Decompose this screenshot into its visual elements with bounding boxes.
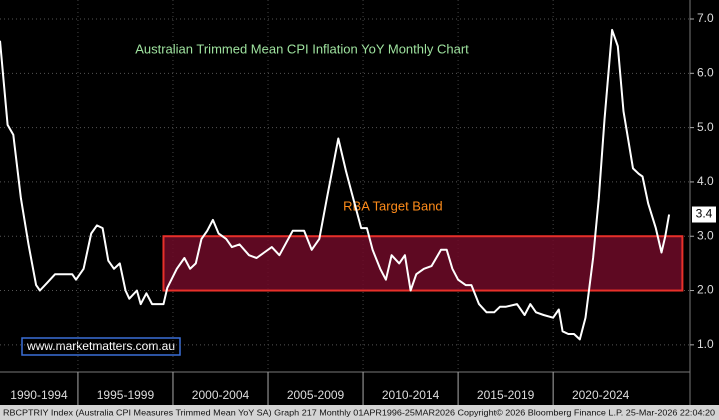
band-label: RBA Target Band xyxy=(343,199,443,214)
last-value-box xyxy=(692,206,716,223)
x-period-label: 2000-2004 xyxy=(192,388,250,402)
data-line xyxy=(0,28,671,341)
x-period-label: 2005-2009 xyxy=(287,388,345,402)
y-tick-label: 6.0 xyxy=(697,65,714,79)
watermark-box xyxy=(21,337,181,356)
chart-title: Australian Trimmed Mean CPI Inflation Yo… xyxy=(135,41,469,56)
x-period-label: 2015-2019 xyxy=(477,388,535,402)
last-value-label: 3.4 xyxy=(696,207,713,221)
x-period-label: 1995-1999 xyxy=(97,388,155,402)
y-tick-label: 2.0 xyxy=(697,283,714,297)
footer-background xyxy=(0,405,719,420)
y-tick-label: 1.0 xyxy=(697,337,714,351)
x-period-label: 2010-2014 xyxy=(382,388,440,402)
y-tick-label: 3.0 xyxy=(697,228,714,242)
y-tick-label: 7.0 xyxy=(697,11,714,25)
footer: RBCPTRIY Index (Australia CPI Measures T… xyxy=(3,407,715,417)
watermark: www.marketmatters.com.au xyxy=(26,339,175,353)
x-period-label: 1990-1994 xyxy=(10,388,68,402)
y-tick-label: 4.0 xyxy=(697,174,714,188)
y-tick-label: 5.0 xyxy=(697,120,714,134)
x-period-label: 2020-2024 xyxy=(572,388,630,402)
target-band xyxy=(162,235,684,292)
